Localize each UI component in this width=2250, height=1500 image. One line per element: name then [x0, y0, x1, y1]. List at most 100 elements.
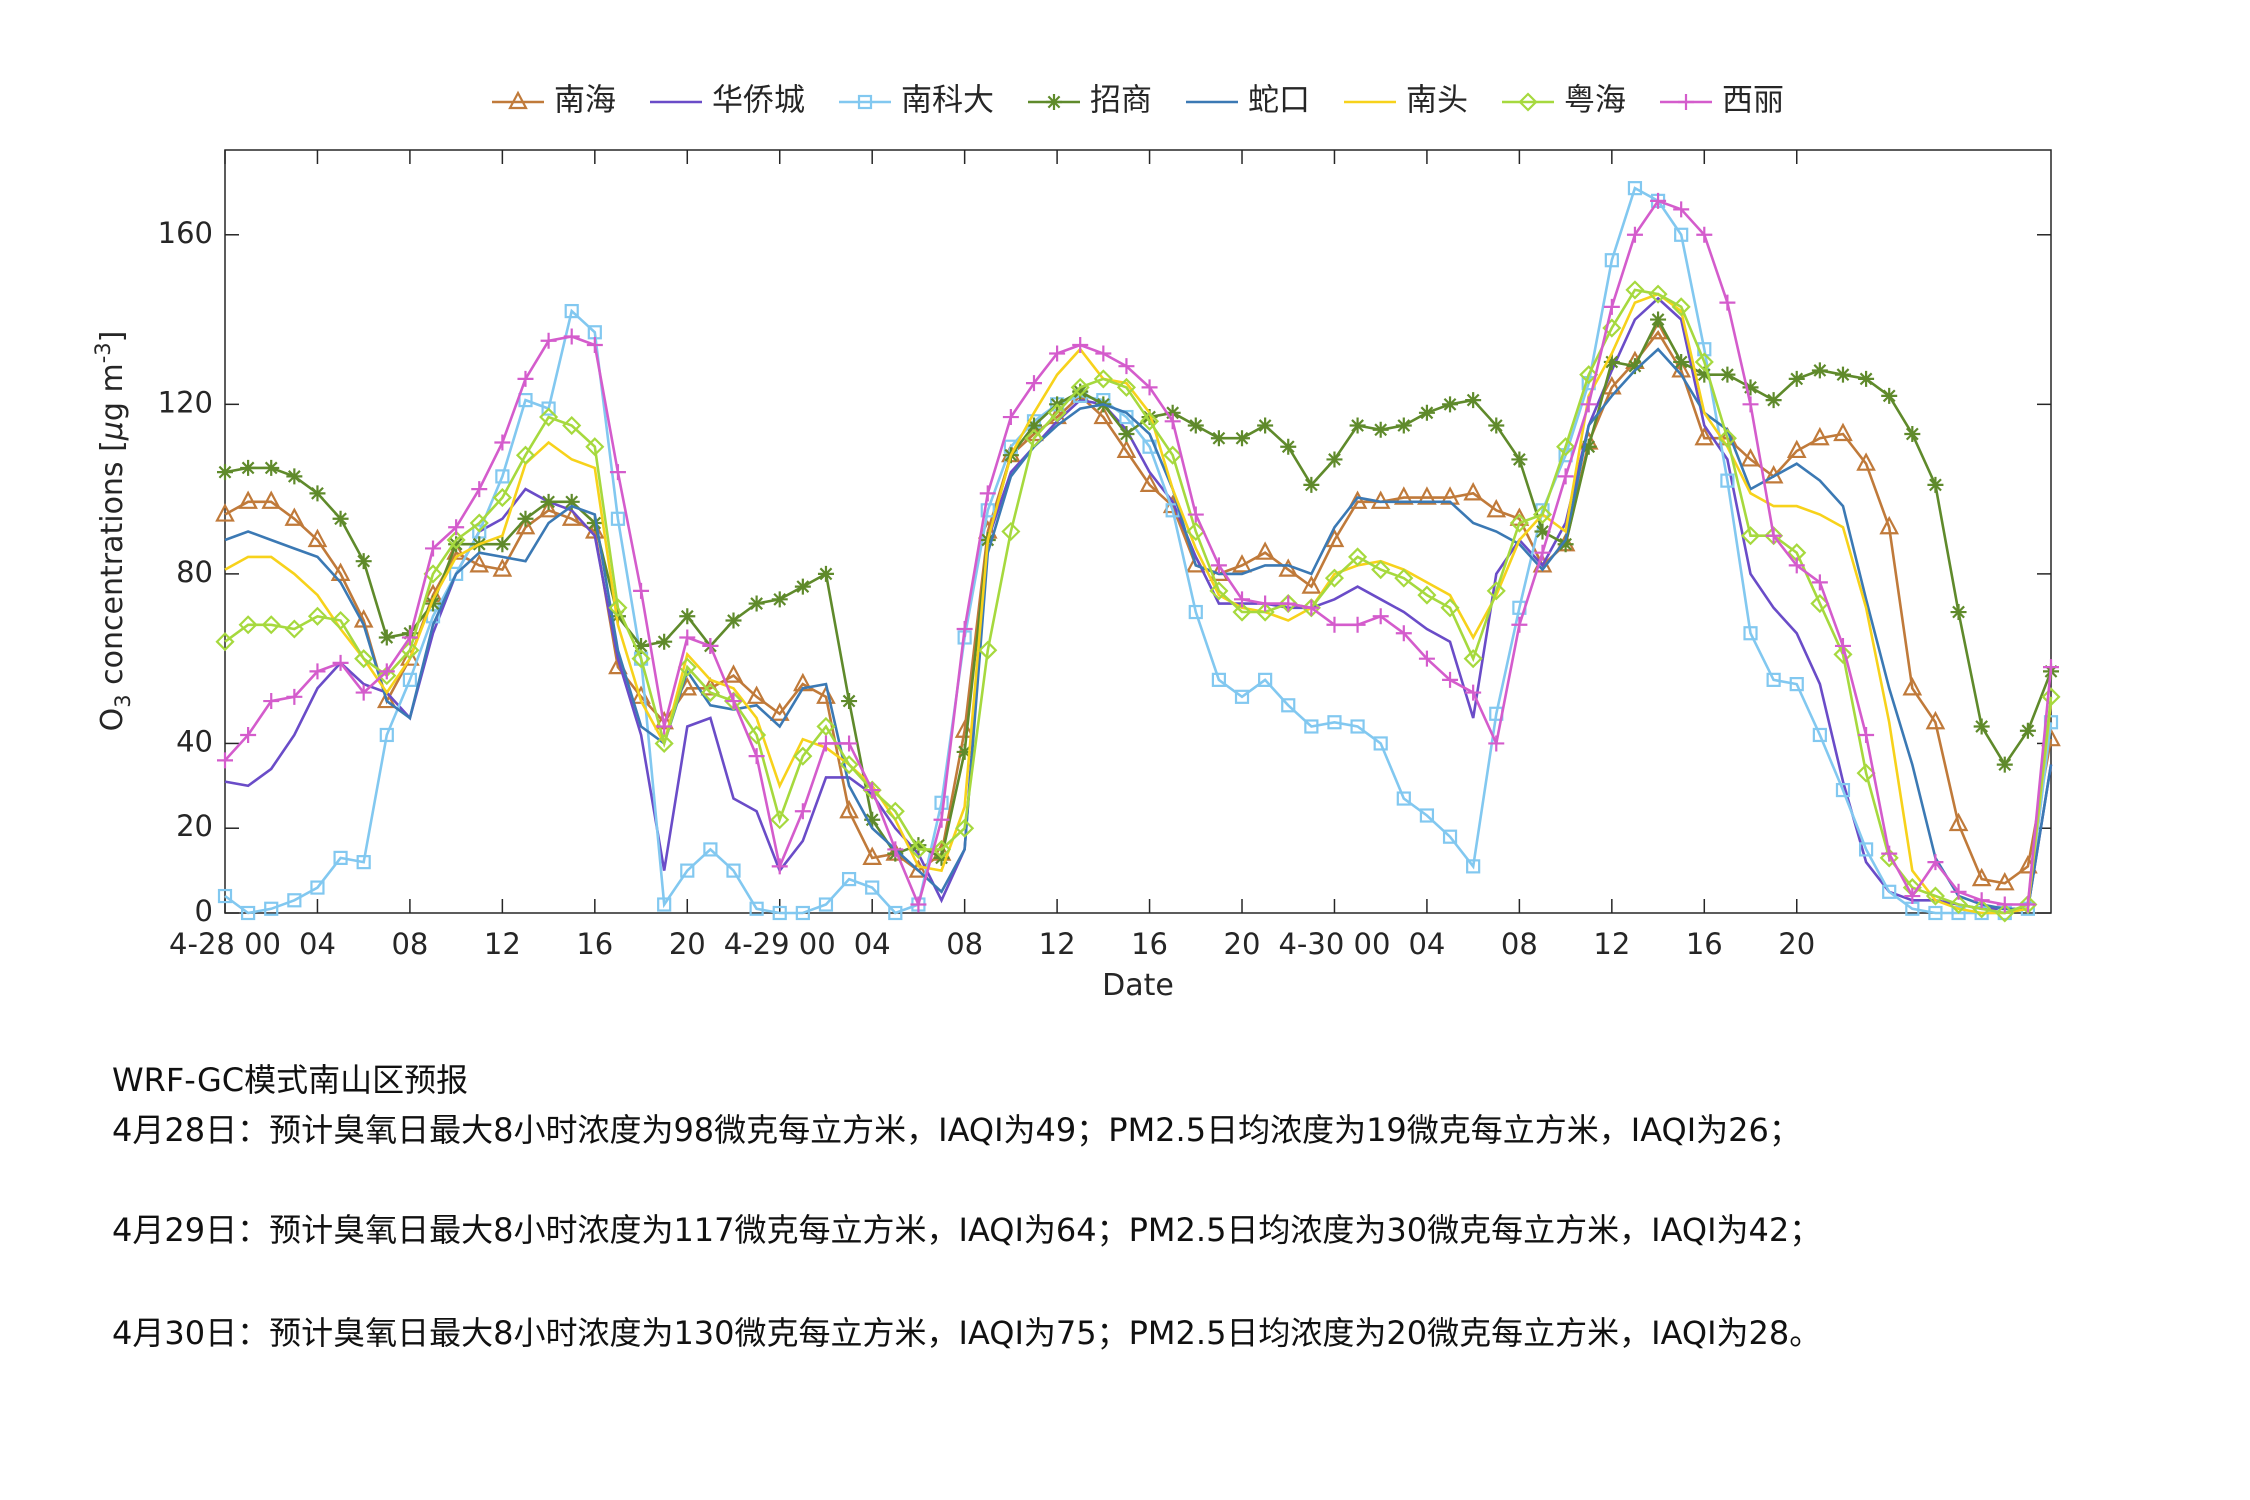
marker [2019, 722, 2036, 739]
y-axis-label: O3 concentrations [μg m-3] [91, 331, 135, 732]
marker [1324, 568, 1345, 588]
forecast-line: 4月28日：预计臭氧日最大8小时浓度为98微克每立方米，IAQI为49；PM2.… [112, 1111, 1801, 1149]
marker [1879, 515, 1900, 535]
marker [517, 510, 534, 527]
marker [771, 858, 788, 875]
marker [284, 507, 305, 526]
marker [725, 612, 742, 629]
marker [1925, 886, 1945, 906]
marker [1440, 598, 1460, 618]
marker [1072, 336, 1089, 353]
marker [955, 818, 975, 838]
marker [1742, 396, 1759, 413]
legend-item: 南科大 [839, 83, 994, 119]
marker [448, 519, 465, 536]
marker [307, 606, 328, 626]
marker [401, 629, 418, 646]
marker [469, 513, 489, 533]
marker [378, 663, 395, 680]
marker [1486, 581, 1506, 601]
legend: 南海 华侨城 南科大 招商 蛇口 南头 粤海 西丽 [492, 83, 1784, 119]
marker [1881, 387, 1898, 404]
legend-item: 南头 [1344, 83, 1468, 119]
marker [609, 464, 626, 481]
x-tick-label: 12 [1039, 927, 1076, 961]
marker [1579, 365, 1599, 385]
marker [1116, 377, 1136, 397]
marker [631, 649, 651, 669]
y-label-part: -3 [91, 342, 115, 363]
marker [1511, 451, 1528, 468]
marker [1856, 763, 1876, 783]
marker [1696, 366, 1713, 383]
marker [1766, 672, 1781, 687]
marker [1025, 375, 1042, 392]
marker [469, 554, 490, 573]
marker [857, 94, 873, 110]
marker [1678, 94, 1694, 110]
marker [749, 901, 764, 916]
x-tick-label: 16 [1686, 927, 1723, 961]
x-tick-label: 08 [946, 927, 983, 961]
y-tick-label: 20 [176, 809, 213, 843]
x-tick-label: 12 [484, 927, 521, 961]
marker [657, 897, 672, 912]
marker [286, 688, 303, 705]
marker [2019, 896, 2036, 913]
marker [1927, 476, 1944, 493]
marker [264, 901, 279, 916]
marker [448, 536, 465, 553]
x-tick-label: 04 [1408, 927, 1445, 961]
legend-label: 西丽 [1722, 83, 1784, 119]
marker [933, 811, 950, 828]
marker [795, 905, 810, 921]
legend-label: 蛇口 [1248, 83, 1310, 119]
marker [956, 620, 973, 637]
marker [1394, 568, 1414, 588]
marker [2043, 659, 2059, 676]
marker [1466, 859, 1481, 874]
marker [1047, 403, 1067, 423]
marker [817, 735, 834, 752]
legend-label: 粤海 [1564, 83, 1626, 119]
marker [1694, 426, 1715, 446]
marker [1928, 905, 1943, 921]
marker [888, 905, 903, 921]
marker [1349, 417, 1366, 434]
marker [1070, 377, 1090, 397]
marker [887, 841, 904, 858]
marker [400, 647, 420, 666]
marker [839, 755, 859, 775]
marker [1627, 181, 1643, 196]
marker [633, 637, 650, 654]
marker [885, 801, 905, 821]
y-tick-label: 40 [176, 724, 213, 758]
marker [1625, 280, 1645, 300]
marker [1418, 650, 1435, 667]
legend-label: 华侨城 [712, 83, 805, 119]
y-label-part: 3 [111, 694, 135, 707]
marker [1673, 201, 1690, 218]
marker [1674, 227, 1689, 242]
marker [1257, 417, 1274, 434]
marker [1301, 575, 1322, 594]
marker [1327, 715, 1342, 730]
marker [1580, 438, 1597, 455]
marker [1696, 226, 1713, 243]
marker [1904, 888, 1921, 905]
marker [1532, 504, 1553, 525]
marker [1971, 867, 1992, 887]
marker [494, 536, 511, 553]
marker [700, 683, 720, 703]
marker [633, 582, 650, 599]
marker [1948, 812, 1969, 832]
marker [263, 693, 280, 710]
marker [1463, 649, 1483, 669]
marker [1347, 490, 1368, 509]
marker [1486, 498, 1507, 518]
marker [539, 407, 559, 427]
marker [1881, 845, 1898, 862]
marker [910, 896, 927, 913]
marker [284, 619, 304, 639]
